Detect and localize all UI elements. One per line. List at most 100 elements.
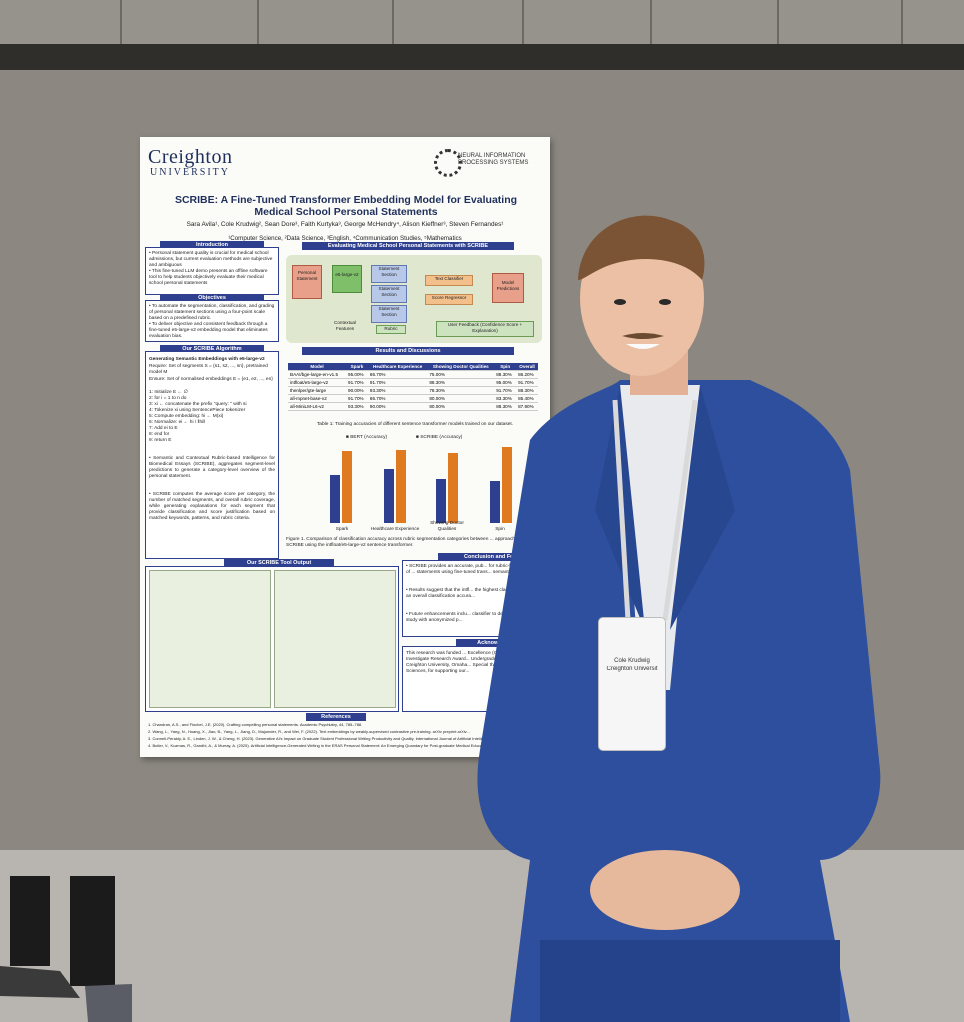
table-cell: 83.30% (494, 394, 517, 403)
table-row: all-mpnet-base-v2 91.70% 86.70% 80.00% 83.30… (288, 394, 538, 403)
flow-score-regressor: Score Regressor (425, 294, 473, 305)
table-cell: 78.30% (427, 386, 495, 395)
algorithm-line: 8: end for (149, 432, 170, 437)
chart-legend-scribe: ■ SCRIBE (Accuracy) (416, 435, 463, 440)
table-cell: 86.70% (367, 370, 428, 379)
table-row: BAAI/bge-large-en-v1.5 95.00% 86.70% 75.00%… (288, 370, 538, 379)
table-header-cell: Healthcare Experience (367, 363, 428, 371)
chart-category-label: Healthcare Experience (370, 527, 420, 532)
hair (578, 215, 705, 280)
algorithm-description: • SCRIBE computes the average score per … (149, 492, 275, 521)
accuracy-bar-chart: ■ BERT (Accuracy) ■ SCRIBE (Accuracy) Sp… (286, 435, 542, 537)
algorithm-description: • Semantic and Contextual Rubric-based I… (149, 456, 275, 479)
objective-point: • To automate the segmentation, classifi… (149, 304, 275, 321)
objective-point: • To deliver objective and consistent fe… (149, 322, 268, 339)
conclusion-point: • SCRIBE provides an accurate, pub... fo… (406, 564, 546, 575)
table-cell: 86.70% (367, 394, 428, 403)
algorithm-line: 5: Compute embedding: hi ← M(xi) (149, 414, 224, 419)
reference-item: 4. Butler, V., Kuzmas, R., Gandhi, A., &… (148, 743, 492, 748)
right-sneaker (85, 984, 132, 1022)
poster-affiliations: ¹Computer Science, ²Data Science, ³Engli… (228, 235, 462, 242)
table-header-cell: Spin (494, 363, 517, 371)
flow-statement-section: Statement Section (371, 305, 407, 323)
introduction-box: • Personal statement quality is crucial … (145, 247, 279, 295)
algorithm-line: 6: Normalize: ei ← hi / ‖hi‖ (149, 420, 206, 425)
table-header-cell: Overall (516, 363, 538, 371)
badge-name: Cole Krudwig (614, 658, 650, 664)
table-cell: 95.00% (494, 378, 517, 387)
table-cell: 91.70% (516, 378, 538, 387)
section-flow-header: Evaluating Medical School Personal State… (302, 242, 514, 250)
flow-text-classifier: Text Classifier (425, 275, 473, 286)
table-cell: all-mpnet-base-v2 (288, 394, 347, 403)
tool-screenshot-right (274, 570, 396, 708)
university-logo: Creighton (148, 146, 233, 168)
flow-statement-section: Statement Section (371, 265, 407, 283)
chart-caption: Figure 1. Comparison of classification a… (286, 537, 525, 548)
blue-suit (477, 380, 881, 1022)
table-header-cell: Model (288, 363, 347, 371)
table-cell: thenlper/gte-large (288, 386, 347, 395)
reference-item: 3. Connell-Peraldy, A. E., Linden, J. W.… (148, 736, 496, 741)
algorithm-line: 7: Add ei to E (149, 426, 178, 431)
results-table: Model Spark Healthcare Experience Showin… (288, 363, 538, 411)
table-header-cell: Spark (346, 363, 368, 371)
table-cell: BAAI/bge-large-en-v1.5 (288, 370, 347, 379)
smile (626, 344, 660, 349)
conclusion-point: • Results suggest that the intfl... the … (406, 588, 547, 599)
flow-contextual-features: Contextual Features (334, 320, 356, 331)
table-cell: 95.00% (346, 370, 368, 379)
tool-screenshot-left (149, 570, 271, 708)
trousers (540, 940, 840, 1022)
left-eye (614, 299, 626, 305)
algorithm-line: 1: Initialize E ← ∅ (149, 390, 188, 395)
table-cell: 80.00% (427, 394, 495, 403)
right-lapel (670, 385, 735, 630)
algorithm-heading: Generating Semantic Embeddings with e5-l… (149, 357, 265, 362)
bar-scribe-spin (502, 447, 512, 523)
section-results-header: Results and Discussions (302, 347, 514, 355)
algorithm-line: 9: return E (149, 438, 172, 443)
intro-point: • This fine-tuned LLM demo presents an o… (149, 269, 268, 286)
wall-panel (652, 0, 779, 48)
conference-logo-text: NEURAL INFORMATION PROCESSING SYSTEMS (458, 153, 529, 166)
poster-title: SCRIBE: A Fine-Tuned Transformer Embeddi… (174, 194, 518, 218)
flow-model-predictions: Model Predictions (492, 273, 524, 303)
name-badge: Cole Krudwig Creighton Universit (598, 617, 666, 751)
table-row: all-MiniLM-L6-v2 93.30% 90.00% 80.00% 88.30%… (288, 402, 538, 411)
table-row: intfloat/e5-large-v2 91.70% 91.70% 88.30% 95… (288, 378, 538, 387)
table-cell: 88.30% (516, 386, 538, 395)
table-header-row: Model Spark Healthcare Experience Showin… (288, 363, 538, 371)
flow-model: e5-large-v2 (332, 265, 362, 293)
ack-text: This research was funded ... Excellence … (406, 651, 539, 674)
chart-category-label: Spark (335, 527, 349, 532)
poster-authors: Sara Avila¹, Cole Krudwig², Sean Dore³, … (186, 221, 504, 228)
table-cell: 88.30% (494, 402, 517, 411)
tool-output-box (145, 566, 399, 712)
table-cell: all-MiniLM-L6-v2 (288, 402, 347, 411)
table-cell: 80.00% (427, 402, 495, 411)
table-cell: 91.70% (346, 394, 368, 403)
badge-organization: Creighton Universit (606, 666, 658, 672)
table-cell: 93.30% (367, 386, 428, 395)
table-cell: 88.30% (427, 378, 495, 387)
wall-panel (779, 0, 903, 48)
left-sneaker (0, 966, 80, 998)
university-logo-subtitle: UNIVERSITY (150, 167, 230, 178)
table-header-cell: Showing Doctor Qualities (427, 363, 495, 371)
algorithm-line: 2: for i = 1 to n do (149, 396, 187, 401)
presenter-person (477, 215, 881, 1022)
table-caption: Table 1: Training accuracies of differen… (316, 422, 514, 427)
research-poster: Creighton UNIVERSITY NEURAL INFORMATION … (140, 137, 550, 757)
conclusion-point: • Future enhancements inclu... classifie… (406, 612, 547, 623)
chart-category-label: Showing Doctor Qualities (430, 521, 464, 532)
algorithm-box: Generating Semantic Embeddings with e5-l… (145, 351, 279, 559)
section-references-header: References (306, 713, 366, 721)
bar-bert-healthcare (384, 469, 394, 523)
table-cell: 91.70% (346, 378, 368, 387)
section-introduction-header: Introduction (160, 241, 264, 249)
section-conclusion-header: Conclusion and Future (438, 553, 550, 561)
flow-statement-section: Statement Section (371, 285, 407, 303)
algorithm-line: Require: Set of segments S = {s1, s2, ..… (149, 364, 268, 375)
back-wall (0, 0, 964, 60)
